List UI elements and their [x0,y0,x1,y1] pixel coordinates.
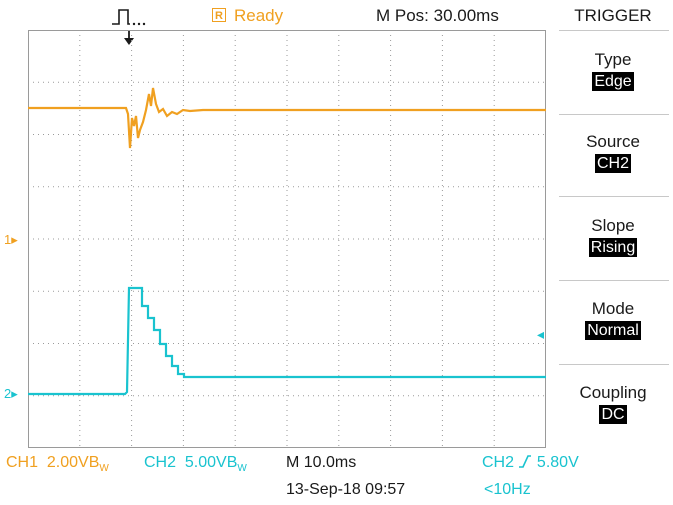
menu-item-type[interactable]: Type Edge [553,50,673,91]
trigger-level-arrow-icon: ◂ [537,326,545,342]
ch1-waveform [28,87,546,149]
waveform-display[interactable] [28,30,546,448]
ch1-scale-readout: CH1 2.00VBW [6,453,109,479]
date-time: 13-Sep-18 09:57 [286,481,406,498]
status-bar: R Ready M Pos: 30.00ms [0,0,673,45]
menu-title: TRIGGER [553,6,673,26]
trigger-position-icon [112,9,146,45]
menu-item-value: Normal [585,321,641,340]
menu-item-label: Mode [591,299,635,318]
menu-title-label: TRIGGER [574,6,652,25]
ch2-bandwidth-unit: W [237,463,247,475]
ch2-label: CH2 [144,454,177,471]
menu-item-coupling[interactable]: Coupling DC [553,383,673,424]
ch1-scale: 2.00VB [46,454,100,471]
trigger-readout: CH2 5.80V [482,453,579,473]
menu-item-label: Source [586,132,640,151]
timebase-readout: M 10.0ms [286,454,357,471]
ch2-scale-readout: CH2 5.00VBW [144,453,247,479]
menu-item-value: Edge [592,72,634,91]
acquisition-status: Ready [234,6,284,25]
menu-item-label: Slope [591,216,635,235]
marker-arrow-icon: ▸ [11,232,18,247]
menu-item-slope[interactable]: Slope Rising [553,216,673,257]
menu-item-source[interactable]: Source CH2 [553,132,673,173]
graticule-border [28,30,546,448]
ch2-marker-label: 2 [4,386,12,401]
menu-item-label: Type [594,50,632,69]
menu-item-mode[interactable]: Mode Normal [553,299,673,340]
menu-item-value: DC [599,405,627,424]
ch1-marker-label: 1 [4,232,12,247]
ch1-marker: 1▸ [4,232,18,248]
graticule [28,30,546,448]
menu-item-value: Rising [588,238,638,257]
rising-edge-icon [519,455,532,468]
ready-badge: R [212,8,226,22]
trigger-level: 5.80V [536,454,579,471]
ch2-scale: 5.00VB [184,454,238,471]
ch2-marker: 2▸ [4,386,18,402]
trigger-frequency: <10Hz [484,481,531,498]
marker-arrow-icon: ▸ [11,386,18,401]
menu-item-value: CH2 [594,154,631,173]
menu-item-label: Coupling [579,383,647,402]
horizontal-position: M Pos: 30.00ms [376,6,499,25]
ch2-waveform [28,286,546,396]
trigger-menu: TRIGGER Type Edge Source CH2 Slope Risin… [553,0,673,450]
trigger-source: CH2 [482,454,515,471]
ch1-bandwidth-unit: W [99,463,109,475]
ch1-label: CH1 [6,454,39,471]
